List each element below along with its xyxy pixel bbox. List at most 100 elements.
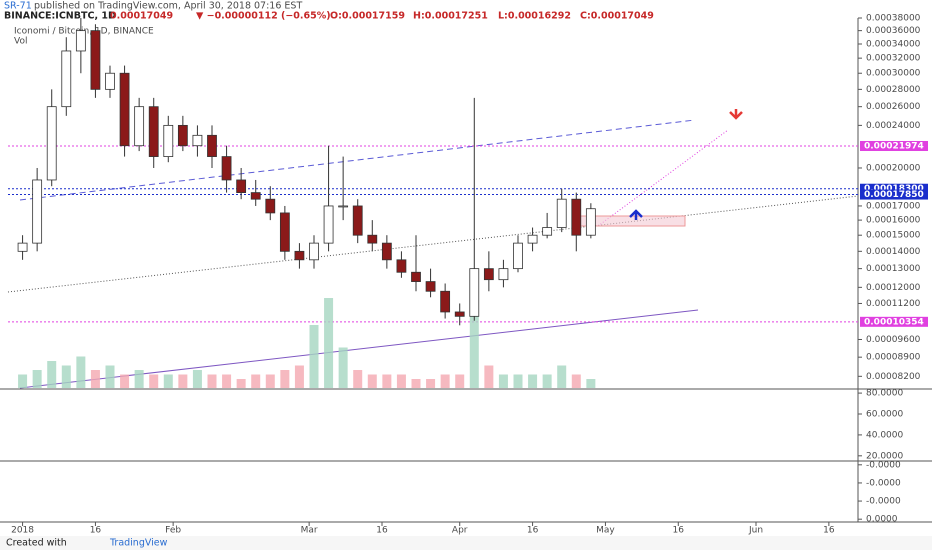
- candle-body: [236, 179, 247, 193]
- candle-body: [542, 227, 553, 236]
- candle-body: [90, 30, 101, 90]
- y-tick-label: 60.0000: [866, 410, 903, 420]
- candle-body: [192, 134, 203, 147]
- volume-bar: [280, 370, 290, 388]
- candle-body: [148, 106, 159, 157]
- volume-bar: [528, 374, 538, 388]
- volume-bar: [411, 379, 421, 388]
- volume-bar: [105, 365, 115, 388]
- y-tick-label: 0.00009600: [866, 335, 921, 345]
- price-label: 0.00018300: [864, 184, 924, 194]
- candle-body: [265, 198, 276, 214]
- drawings: [7, 109, 859, 389]
- price-label-bg: [860, 316, 928, 327]
- candle-body: [61, 50, 72, 108]
- y-tick-label: 0.00038000: [866, 14, 921, 24]
- close: C:0.00017049: [580, 11, 654, 22]
- symbol: BINANCE:ICNBTC, 1D: [4, 11, 116, 22]
- ohlc-header: BINANCE:ICNBTC, 1D 0.00017049 ▼ −0.00000…: [4, 11, 654, 22]
- candle-body: [411, 271, 421, 282]
- candle-body: [323, 205, 334, 244]
- candle-body: [294, 250, 305, 261]
- candle-body: [46, 106, 57, 181]
- footer-created: Created with: [6, 538, 67, 549]
- volume-bar: [498, 374, 508, 388]
- x-tick-label: 16: [527, 526, 539, 536]
- y-tick-label: 0.00012000: [866, 283, 921, 293]
- y-tick-label: 0.00008200: [866, 372, 921, 382]
- volume-bar: [18, 374, 28, 388]
- candle-body: [352, 205, 363, 236]
- candle-body: [279, 212, 290, 252]
- price-label: 0.00021974: [864, 141, 924, 151]
- footer-brand[interactable]: TradingView: [109, 538, 168, 549]
- volume-bar: [484, 365, 494, 388]
- volume-bar: [571, 374, 581, 388]
- volume-bar: [455, 374, 465, 388]
- volume-bar: [90, 370, 100, 388]
- volume-bar: [542, 374, 552, 388]
- volume-bar: [163, 374, 173, 388]
- volume-bar: [207, 374, 217, 388]
- candle-body: [221, 156, 232, 181]
- footer-bg: [0, 536, 932, 550]
- y-tick-label: 40.0000: [866, 430, 903, 440]
- candle-body: [163, 124, 174, 157]
- low: L:0.00016292: [498, 11, 571, 22]
- volume-bar: [426, 379, 436, 388]
- volume-bar: [178, 374, 188, 388]
- x-tick-label: 16: [823, 526, 835, 536]
- x-tick-label: May: [596, 526, 615, 536]
- y-tick-label: 80.0000: [866, 389, 903, 399]
- candle-body: [381, 242, 392, 261]
- price-label-bg: [860, 140, 928, 151]
- candle-body: [207, 134, 217, 157]
- candle-body: [32, 179, 43, 244]
- candle-body: [425, 281, 436, 292]
- volume-bar: [324, 298, 334, 388]
- y-tick-label: 0.00017000: [866, 201, 921, 211]
- y-tick-label: 0.00036000: [866, 26, 921, 36]
- volume-bar: [557, 365, 567, 388]
- candle-body: [134, 106, 145, 147]
- candle-body: [105, 72, 115, 90]
- volume-bar: [396, 374, 406, 388]
- y-tick-label: 0.00013000: [866, 264, 921, 274]
- candle-body: [571, 198, 582, 236]
- price-label: 0.00010354: [864, 317, 924, 327]
- y-tick-label: 0.00008900: [866, 353, 921, 363]
- price-label-bg: [860, 183, 928, 194]
- candle-body: [177, 124, 188, 147]
- candle-body: [250, 192, 261, 200]
- y-tick-label: 0.00020000: [866, 163, 921, 173]
- y-tick-label: 0.00034000: [866, 39, 921, 49]
- x-tick-label: Jun: [748, 526, 763, 536]
- volume-bar: [469, 302, 479, 388]
- volume-bar: [367, 374, 377, 388]
- volume-bar: [353, 370, 363, 388]
- y-tick-label: 0.00015000: [866, 231, 921, 241]
- price-label-bg: [860, 189, 928, 200]
- author[interactable]: SR-71: [4, 1, 32, 12]
- candle-body: [75, 30, 86, 52]
- volume-bar: [586, 379, 596, 388]
- volume-bar: [440, 374, 450, 388]
- candle-body: [498, 268, 509, 281]
- candle-body: [527, 234, 538, 244]
- candle-body: [513, 242, 523, 270]
- volume-bar: [134, 370, 144, 388]
- y-tick-label: 0.00016000: [866, 216, 921, 226]
- y-tick-label: -0.0000: [866, 478, 901, 488]
- x-tick-label: 16: [673, 526, 685, 536]
- candle-body: [396, 259, 407, 273]
- candle-body: [367, 234, 378, 244]
- volume-bar: [251, 374, 261, 388]
- volume-bar: [265, 374, 275, 388]
- candle-body: [556, 198, 567, 228]
- last: 0.00017049: [110, 11, 173, 22]
- candle-body: [440, 290, 451, 313]
- volume-bar: [76, 356, 86, 388]
- candle-body: [17, 242, 28, 252]
- y-tick-label: 0.00026000: [866, 102, 921, 112]
